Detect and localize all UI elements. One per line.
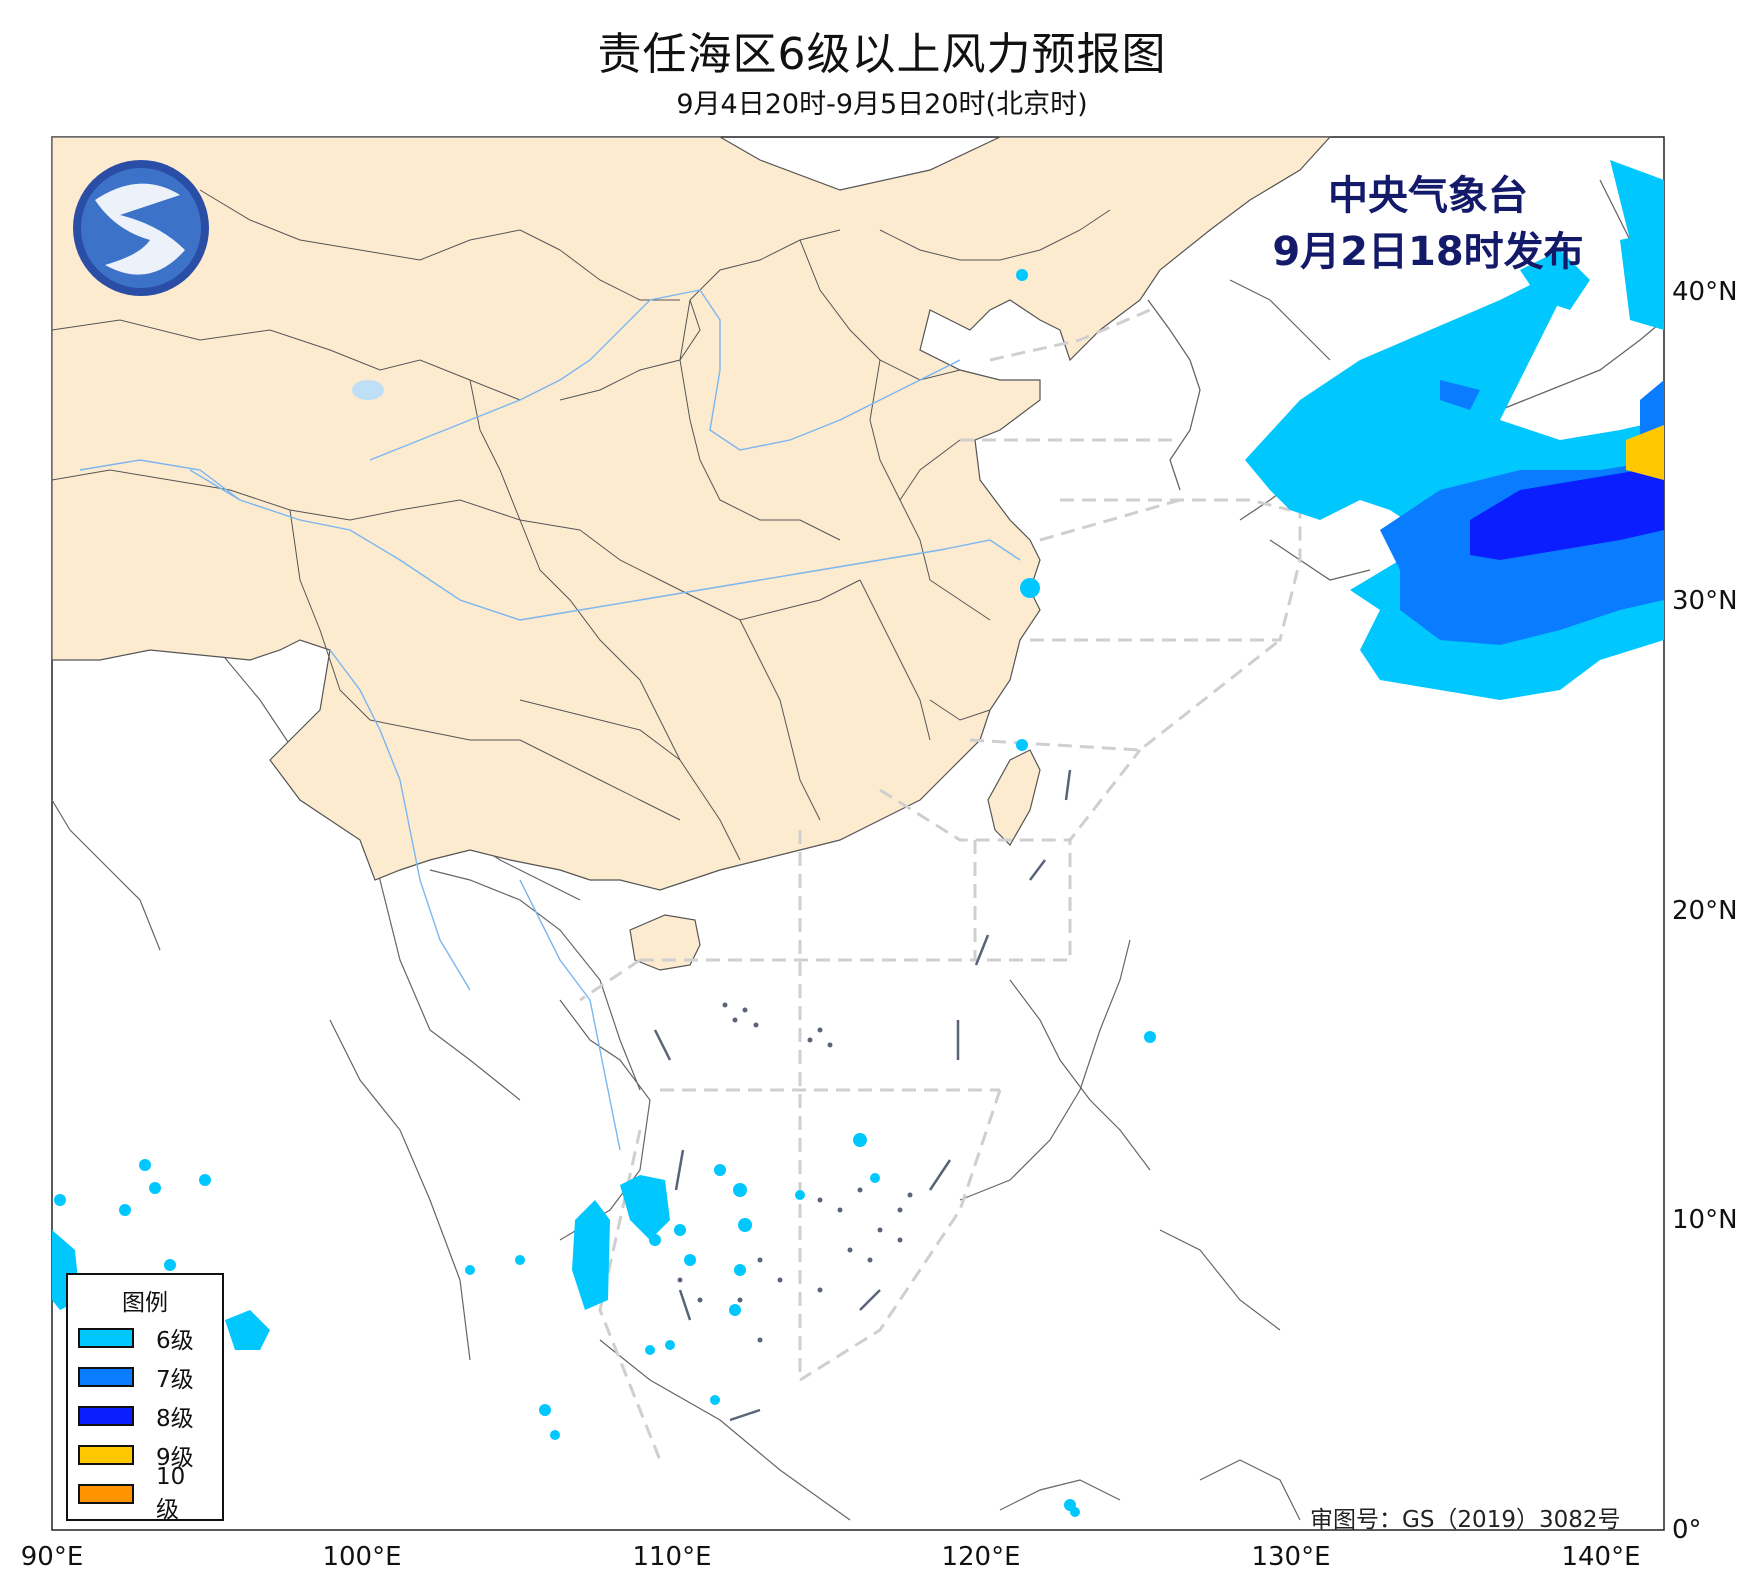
x-tick-140e: 140°E [1561, 1542, 1641, 1572]
legend-label: 6级 [156, 1328, 194, 1354]
legend-swatch [78, 1445, 134, 1465]
issuer-name: 中央气象台 [1328, 173, 1528, 219]
approval-number: 审图号：GS（2019）3082号 [1310, 1507, 1621, 1533]
cma-logo [73, 160, 209, 296]
y-tick-0: 0° [1672, 1515, 1702, 1545]
issue-time: 9月2日18时发布 [1272, 229, 1584, 275]
legend-item-grade-7: 7级 [78, 1366, 206, 1393]
legend-swatch [78, 1406, 134, 1426]
x-tick-120e: 120°E [941, 1542, 1021, 1572]
province-boundaries [51, 189, 1111, 861]
neighbor-boundaries [51, 279, 1331, 1521]
legend-item-grade-9: 9级 [78, 1444, 206, 1471]
reef-islands [677, 1002, 913, 1343]
legend-label: 9级 [156, 1445, 194, 1471]
rivers [79, 289, 1021, 1151]
legend-swatch [78, 1367, 134, 1387]
wind-area-grade-8 [1470, 470, 1664, 560]
issuer-label: 中央气象台 9月2日18时发布 [1238, 168, 1618, 280]
y-tick-40n: 40°N [1672, 277, 1738, 307]
x-tick-130e: 130°E [1251, 1542, 1331, 1572]
x-tick-100e: 100°E [322, 1542, 402, 1572]
legend-title: 图例 [122, 1290, 168, 1316]
china-land [51, 136, 1332, 891]
legend-label: 7级 [156, 1367, 194, 1393]
y-tick-10n: 10°N [1672, 1205, 1738, 1235]
map-subtitle: 9月4日20时-9月5日20时(北京时) [676, 89, 1088, 120]
legend-swatch [78, 1328, 134, 1348]
wind-area-grade-9 [1626, 425, 1664, 480]
legend-item-grade-6: 6级 [78, 1327, 206, 1354]
legend-label: 8级 [156, 1406, 194, 1432]
nine-dash-line [653, 769, 1072, 1422]
x-tick-110e: 110°E [632, 1542, 712, 1572]
forecast-zone-lines [579, 308, 1302, 1461]
taiwan-island [987, 749, 1041, 846]
map-title: 责任海区6级以上风力预报图 [597, 29, 1167, 80]
legend: 图例 6级 7级 8级 9级 10级 [66, 1273, 224, 1523]
legend-swatch [78, 1484, 134, 1504]
y-tick-30n: 30°N [1672, 586, 1738, 616]
legend-item-grade-8: 8级 [78, 1405, 206, 1432]
legend-label: 10级 [156, 1464, 186, 1523]
legend-item-grade-10: 10级 [78, 1464, 206, 1523]
y-tick-20n: 20°N [1672, 896, 1738, 926]
qinghai-lake [352, 380, 384, 400]
x-tick-90e: 90°E [20, 1542, 84, 1572]
